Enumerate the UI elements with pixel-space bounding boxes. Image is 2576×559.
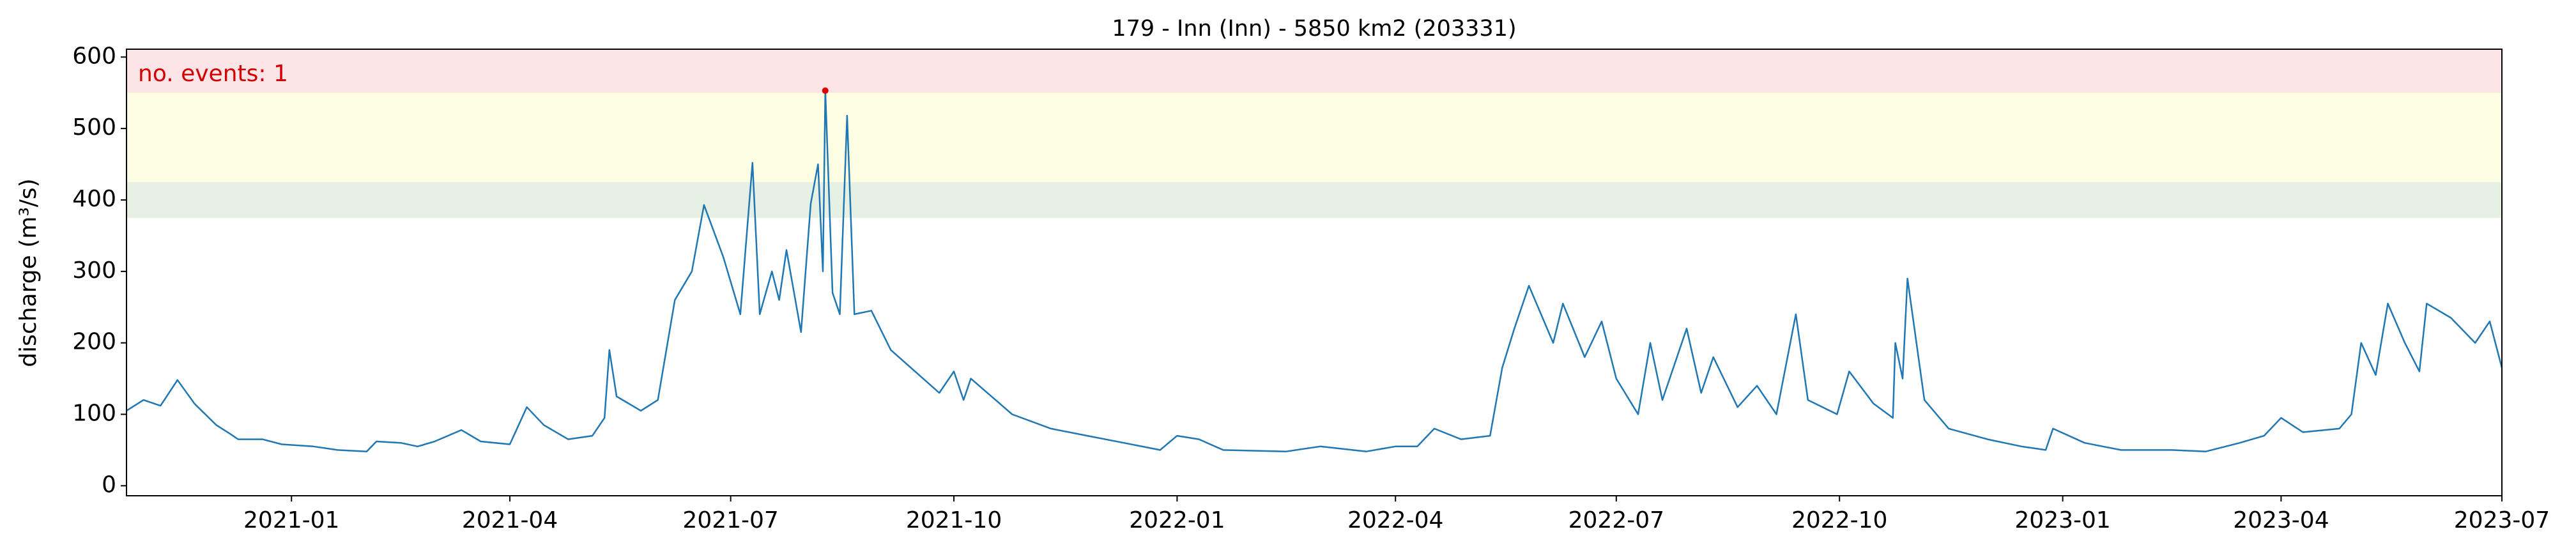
- chart-title: 179 - Inn (Inn) - 5850 km2 (203331): [1112, 16, 1516, 42]
- y-tick-label: 400: [72, 186, 116, 212]
- x-tick-label: 2022-07: [1568, 507, 1664, 533]
- x-tick-label: 2022-04: [1347, 507, 1443, 533]
- threshold-band: [126, 49, 2502, 93]
- y-tick-label: 300: [72, 257, 116, 284]
- plot-frame: [126, 49, 2503, 496]
- x-tick-label: 2021-01: [243, 507, 339, 533]
- x-tick-label: 2021-10: [906, 507, 1002, 533]
- y-tick-label: 200: [72, 329, 116, 355]
- x-tick-label: 2021-04: [462, 507, 558, 533]
- x-tick-label: 2021-07: [682, 507, 778, 533]
- y-tick-label: 600: [72, 43, 116, 69]
- discharge-line: [126, 89, 2502, 452]
- y-axis-label: discharge (m³/s): [15, 178, 42, 367]
- annotation: no. events: 1: [138, 61, 288, 87]
- x-tick-label: 2023-07: [2454, 507, 2550, 533]
- x-tick-label: 2023-04: [2233, 507, 2329, 533]
- x-tick-label: 2023-01: [2014, 507, 2110, 533]
- threshold-band: [126, 182, 2502, 218]
- x-tick-label: 2022-10: [1791, 507, 1887, 533]
- y-tick-label: 0: [102, 471, 116, 498]
- event-marker: [822, 87, 829, 94]
- threshold-band: [126, 93, 2502, 183]
- y-tick-label: 100: [72, 401, 116, 427]
- y-tick-label: 500: [72, 114, 116, 141]
- x-tick-label: 2022-01: [1129, 507, 1225, 533]
